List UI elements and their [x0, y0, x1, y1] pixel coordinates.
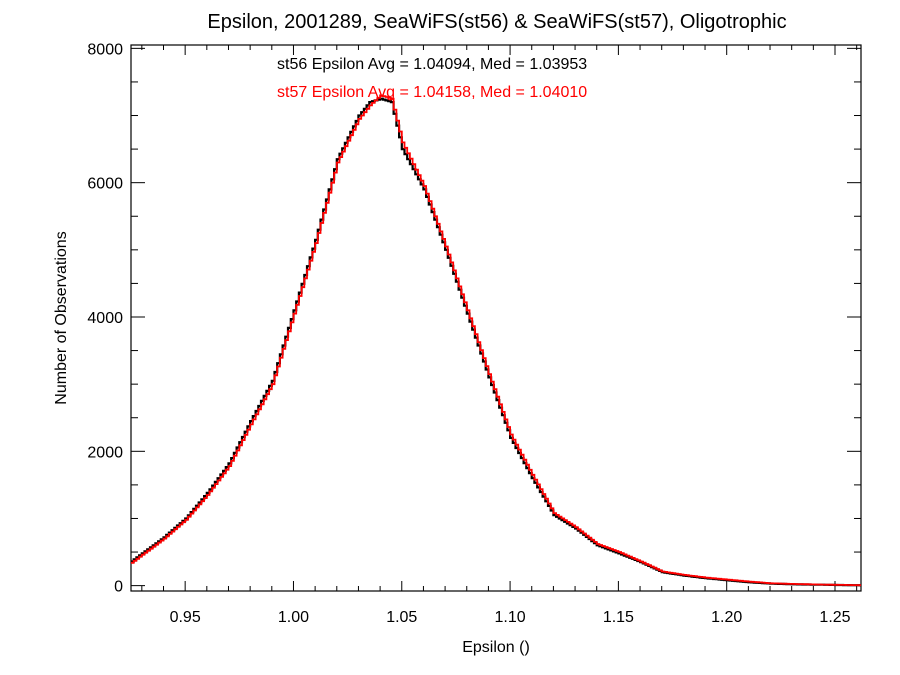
- y-tick-label: 0: [114, 579, 123, 596]
- y-tick-label: 2000: [87, 444, 123, 461]
- series-st57-line: [131, 94, 861, 587]
- y-axis-ticks: 0 2000 4000 6000 8000: [87, 41, 861, 596]
- x-tick-label: 1.20: [711, 609, 742, 626]
- plot-frame: [130, 44, 862, 592]
- x-tick-label: 1.05: [386, 609, 417, 626]
- series-layer: [131, 94, 861, 587]
- x-axis-label: Epsilon (): [462, 639, 530, 656]
- series-st56-line: [131, 97, 861, 587]
- x-axis-ticks: 0.95 1.00 1.05 1.10 1.15 1.20 1.25: [141, 45, 858, 626]
- x-tick-label: 1.10: [495, 609, 526, 626]
- y-tick-label: 8000: [87, 41, 123, 58]
- y-tick-label: 6000: [87, 176, 123, 193]
- chart-title: Epsilon, 2001289, SeaWiFS(st56) & SeaWiF…: [207, 11, 786, 33]
- y-tick-label: 4000: [87, 310, 123, 327]
- x-tick-label: 1.15: [603, 609, 634, 626]
- x-tick-label: 1.00: [278, 609, 309, 626]
- annotation-st57: st57 Epsilon Avg = 1.04158, Med = 1.0401…: [277, 84, 587, 101]
- x-tick-label: 1.25: [819, 609, 850, 626]
- y-axis-label: Number of Observations: [53, 231, 70, 404]
- x-tick-label: 0.95: [170, 609, 201, 626]
- annotation-st56: st56 Epsilon Avg = 1.04094, Med = 1.0395…: [277, 56, 587, 73]
